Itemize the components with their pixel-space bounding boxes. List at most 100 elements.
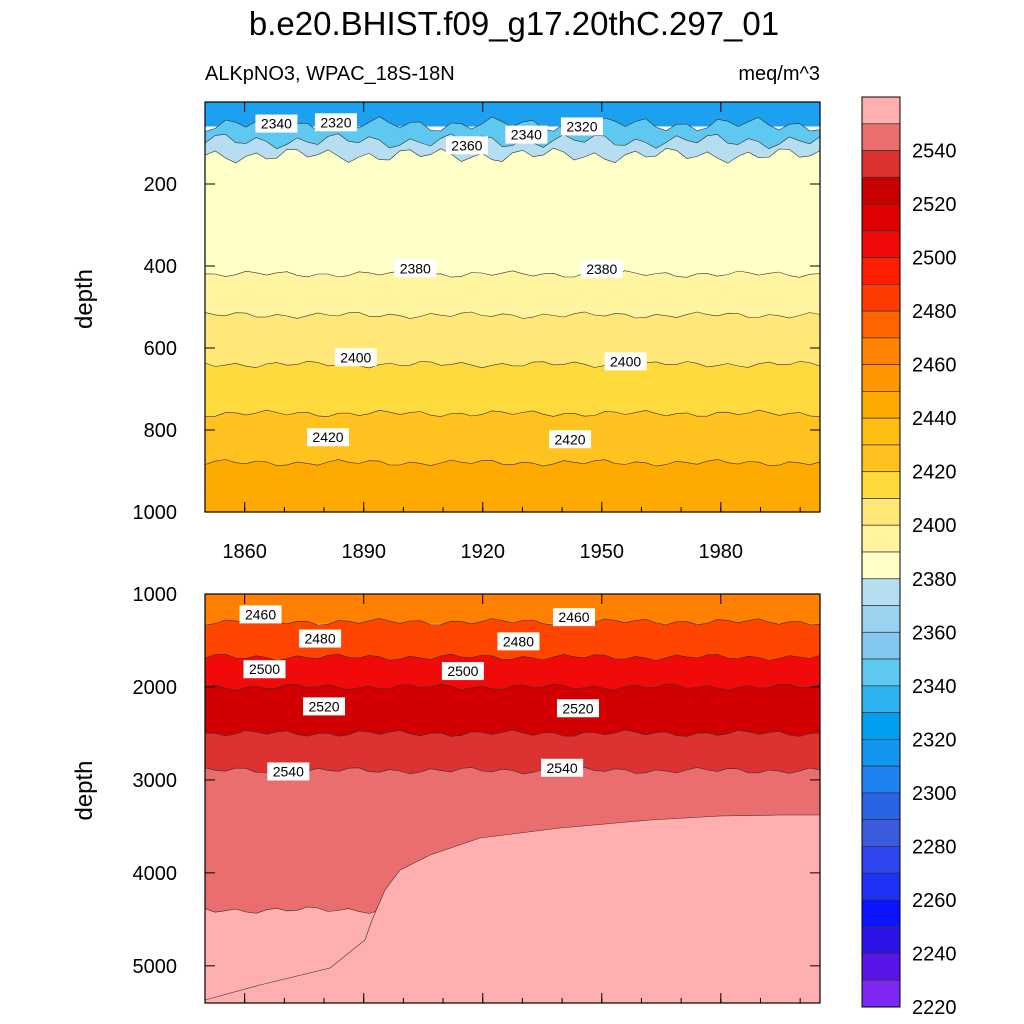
x-tick-label: 1920 (460, 541, 505, 563)
contour-label-text: 2480 (503, 633, 534, 649)
contour-label: 2320 (560, 117, 603, 136)
colorbar-label: 2240 (912, 943, 957, 965)
colorbar-swatch (861, 444, 901, 473)
colorbar-label: 2480 (912, 301, 957, 323)
contour-label-text: 2480 (304, 631, 335, 647)
colorbar-swatch (861, 685, 901, 713)
contour-label-text: 2460 (558, 609, 589, 625)
chart-units: meq/m^3 (738, 63, 820, 85)
plot-frame (204, 101, 821, 513)
contour-label-text: 2520 (562, 700, 593, 716)
contour-band-deepest (205, 814, 820, 1003)
y-tick-label: 1000 (133, 502, 178, 524)
contour-label: 2460 (239, 605, 282, 624)
colorbar-swatch (861, 551, 901, 580)
x-tick-label: 1980 (699, 541, 744, 563)
colorbar-frame (861, 96, 901, 1008)
contour-label-text: 2320 (566, 118, 597, 134)
contour-label: 2520 (303, 697, 346, 716)
colorbar-swatch (861, 899, 901, 928)
colorbar-swatch (861, 391, 901, 419)
chart-title: b.e20.BHIST.f09_g17.20thC.297_01 (249, 5, 779, 42)
x-tick-label: 1950 (580, 541, 625, 563)
y-tick-label: 1000 (133, 584, 178, 606)
colorbar-label: 2280 (912, 836, 957, 858)
colorbar-label: 2320 (912, 729, 957, 751)
contour-label-text: 2320 (320, 114, 351, 130)
colorbar: 2540 2520 2500 2480 2460 2440 2420 2400 2380 2360… (861, 96, 957, 1019)
colorbar-swatch (861, 150, 901, 178)
colorbar-label: 2400 (912, 515, 957, 537)
contour-label: 2460 (553, 608, 595, 627)
colorbar-swatch (861, 123, 901, 151)
colorbar-swatch (861, 257, 901, 285)
colorbar-label: 2440 (912, 408, 957, 430)
contour-label: 2340 (255, 114, 298, 133)
contour-label-text: 2540 (547, 760, 578, 776)
y-tick-label: 800 (144, 420, 177, 442)
colorbar-swatch (861, 926, 901, 954)
y-axis-label: depth (71, 269, 98, 329)
contour-label-text: 2500 (249, 661, 280, 677)
colorbar-swatch (861, 498, 901, 526)
y-tick-label: 3000 (133, 770, 178, 792)
colorbar-label: 2300 (912, 783, 957, 805)
colorbar-label: 2420 (912, 462, 957, 484)
contour-band-2430 (205, 459, 820, 512)
contour-band-2320 (205, 102, 820, 127)
contour-band-2460 (205, 594, 820, 624)
colorbar-swatch (861, 765, 901, 794)
contour-label: 2420 (307, 428, 349, 447)
x-tick-label: 1890 (341, 541, 386, 563)
colorbar-label: 2220 (912, 997, 957, 1019)
colorbar-swatch (861, 819, 901, 847)
y-tick-label: 4000 (133, 863, 178, 885)
colorbar-label: 2460 (912, 355, 957, 377)
chart-subtitle-left: ALKpNO3, WPAC_18S-18N (205, 63, 455, 85)
upper-contour-panel: 2340 2320 2360 2340 2320 2380 2380 2400 2400 2420… (71, 101, 821, 563)
x-tick-label: 1860 (222, 541, 267, 563)
contour-label: 2360 (445, 136, 488, 155)
contour-label: 2400 (334, 348, 377, 367)
contour-label: 2480 (497, 632, 540, 651)
contour-label-text: 2360 (451, 137, 482, 153)
colorbar-label: 2540 (912, 141, 957, 163)
contour-label: 2480 (299, 629, 342, 648)
y-tick-label: 600 (144, 338, 177, 360)
contour-label-text: 2400 (610, 353, 641, 369)
colorbar-label: 2340 (912, 676, 957, 698)
colorbar-swatch (861, 631, 901, 660)
colorbar-swatch (861, 979, 901, 1008)
lower-contour-panel: 2460 2460 2480 2480 2500 2500 2520 2520 2540 2540… (71, 584, 821, 1004)
contour-label-text: 2380 (586, 261, 617, 277)
colorbar-swatch (861, 712, 901, 740)
colorbar-label: 2380 (912, 569, 957, 591)
y-tick-label: 5000 (133, 956, 178, 978)
colorbar-swatch (861, 605, 901, 633)
colorbar-swatch (861, 872, 901, 901)
contour-label: 2380 (580, 260, 623, 279)
colorbar-swatch (861, 96, 901, 125)
colorbar-swatch (861, 792, 901, 820)
contour-label: 2400 (604, 352, 647, 371)
contour-label-text: 2540 (273, 763, 304, 779)
colorbar-swatch (861, 176, 901, 205)
colorbar-swatch (861, 337, 901, 365)
colorbar-swatch (861, 524, 901, 553)
contour-label-text: 2400 (340, 349, 371, 365)
colorbar-swatch (861, 739, 901, 767)
colorbar-swatch (861, 310, 901, 339)
colorbar-label: 2500 (912, 248, 957, 270)
colorbar-swatch (861, 364, 901, 392)
colorbar-swatch (861, 658, 901, 687)
contour-label: 2380 (394, 259, 437, 278)
contour-label: 2340 (505, 125, 548, 144)
colorbar-swatch (861, 203, 901, 232)
y-tick-label: 400 (144, 256, 177, 278)
contour-label: 2320 (314, 113, 357, 132)
colorbar-label: 2260 (912, 890, 957, 912)
contour-label-text: 2500 (447, 663, 478, 679)
contour-label: 2500 (441, 662, 484, 681)
contour-label-text: 2520 (308, 698, 339, 714)
